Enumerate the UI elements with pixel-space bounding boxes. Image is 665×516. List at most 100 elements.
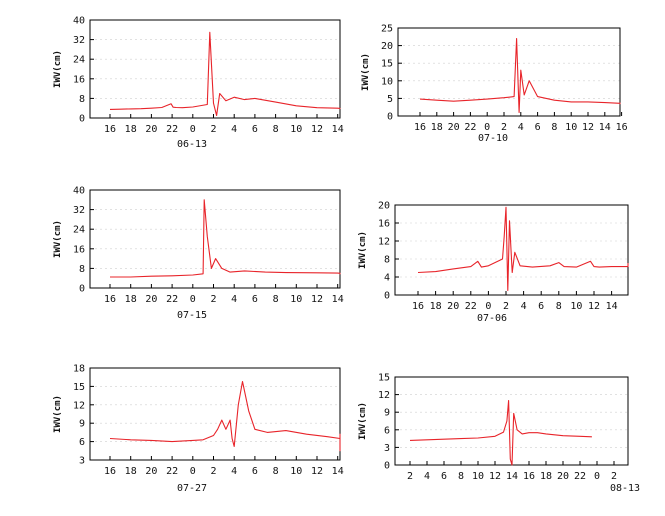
x-tick-label: 14 xyxy=(606,301,618,312)
date-label: 07-06 xyxy=(477,313,507,324)
y-axis-label: IWV(cm) xyxy=(361,53,371,91)
x-tick-label: 12 xyxy=(311,124,323,135)
x-tick-label: 20 xyxy=(145,466,157,477)
date-label: 07-27 xyxy=(177,483,207,494)
y-tick-label: 8 xyxy=(79,264,85,275)
x-tick-label: 18 xyxy=(430,301,442,312)
y-tick-label: 40 xyxy=(73,186,85,197)
x-tick-label: 22 xyxy=(166,124,178,135)
y-tick-label: 9 xyxy=(384,408,390,419)
iwv-series-line xyxy=(417,206,629,292)
y-tick-label: 32 xyxy=(73,35,85,46)
x-tick-label: 20 xyxy=(145,124,157,135)
y-tick-label: 12 xyxy=(73,400,85,411)
x-tick-label: 2 xyxy=(503,301,509,312)
x-tick-label: 12 xyxy=(489,471,501,482)
x-tick-label: 0 xyxy=(485,301,491,312)
x-tick-label: 10 xyxy=(570,301,582,312)
y-tick-label: 8 xyxy=(384,255,390,266)
x-tick-label: 10 xyxy=(472,471,484,482)
iwv-series-line xyxy=(419,38,621,114)
y-tick-label: 10 xyxy=(381,76,393,87)
y-tick-label: 20 xyxy=(381,41,393,52)
y-tick-label: 15 xyxy=(73,382,85,393)
plot-frame xyxy=(394,376,629,466)
x-tick-label: 10 xyxy=(565,122,577,133)
x-tick-label: 2 xyxy=(407,471,413,482)
x-tick-label: 16 xyxy=(104,124,116,135)
date-label: 07-10 xyxy=(478,133,508,144)
x-tick-label: 20 xyxy=(447,301,459,312)
plot-frame xyxy=(89,19,341,119)
y-tick-label: 25 xyxy=(381,24,393,35)
y-axis-label: IWV(cm) xyxy=(53,50,63,88)
chart-panel-5: 3 6 9 12 15 18 16 18 20 22 0 2 4 6 8 10 12 14 IWV(cm) 07-27 xyxy=(53,364,344,495)
x-tick-label: 22 xyxy=(464,122,476,133)
x-tick-label: 18 xyxy=(125,466,137,477)
x-tick-label: 16 xyxy=(414,122,426,133)
x-tick-label: 8 xyxy=(273,124,279,135)
y-axis-label: IWV(cm) xyxy=(53,395,63,433)
y-tick-label: 24 xyxy=(73,55,85,66)
x-tick-label: 20 xyxy=(448,122,460,133)
x-tick-label: 18 xyxy=(125,294,137,305)
x-tick-label: 4 xyxy=(521,301,527,312)
x-tick-label: 8 xyxy=(551,122,557,133)
x-tick-label: 20 xyxy=(145,294,157,305)
y-tick-label: 3 xyxy=(384,443,390,454)
date-label: 07-15 xyxy=(177,310,207,321)
x-tick-label: 12 xyxy=(311,294,323,305)
plot-frame xyxy=(89,189,341,289)
x-tick-label: 18 xyxy=(431,122,443,133)
y-tick-label: 8 xyxy=(79,94,85,105)
y-tick-label: 0 xyxy=(384,291,390,302)
y-tick-label: 16 xyxy=(73,244,85,255)
x-tick-label: 8 xyxy=(458,471,464,482)
x-tick-label: 12 xyxy=(311,466,323,477)
x-tick-label: 6 xyxy=(252,466,258,477)
x-tick-label: 0 xyxy=(190,294,196,305)
x-tick-label: 8 xyxy=(273,294,279,305)
x-tick-label: 22 xyxy=(465,301,477,312)
y-tick-label: 6 xyxy=(79,437,85,448)
x-tick-label: 18 xyxy=(540,471,552,482)
x-tick-label: 16 xyxy=(523,471,535,482)
y-tick-label: 5 xyxy=(387,94,393,105)
y-tick-label: 16 xyxy=(73,74,85,85)
x-tick-label: 14 xyxy=(332,466,344,477)
x-tick-label: 22 xyxy=(574,471,586,482)
x-tick-label: 14 xyxy=(599,122,611,133)
x-tick-label: 4 xyxy=(424,471,430,482)
y-tick-label: 0 xyxy=(79,114,85,125)
x-tick-label: 0 xyxy=(594,471,600,482)
x-tick-label: 14 xyxy=(332,124,344,135)
x-tick-label: 16 xyxy=(104,466,116,477)
x-tick-label: 6 xyxy=(252,294,258,305)
y-tick-label: 18 xyxy=(73,364,85,375)
y-tick-label: 0 xyxy=(387,112,393,123)
y-tick-label: 6 xyxy=(384,425,390,436)
x-tick-label: 22 xyxy=(166,294,178,305)
y-tick-label: 16 xyxy=(378,219,390,230)
y-tick-label: 9 xyxy=(79,419,85,430)
y-tick-label: 0 xyxy=(79,284,85,295)
iwv-series-line xyxy=(109,380,341,452)
x-tick-label: 4 xyxy=(231,466,237,477)
y-axis-label: IWV(cm) xyxy=(358,402,368,440)
x-tick-label: 12 xyxy=(588,301,600,312)
x-tick-label: 22 xyxy=(166,466,178,477)
plot-frame xyxy=(397,27,621,117)
iwv-series-line xyxy=(409,399,592,466)
y-tick-label: 12 xyxy=(378,237,390,248)
date-label: 06-13 xyxy=(177,139,207,150)
y-tick-label: 15 xyxy=(381,59,393,70)
x-tick-label: 0 xyxy=(484,122,490,133)
x-tick-label: 8 xyxy=(556,301,562,312)
y-tick-label: 20 xyxy=(378,201,390,212)
x-tick-label: 14 xyxy=(332,294,344,305)
y-tick-label: 32 xyxy=(73,205,85,216)
iwv-series-line xyxy=(109,31,341,117)
plot-frame xyxy=(89,367,341,461)
